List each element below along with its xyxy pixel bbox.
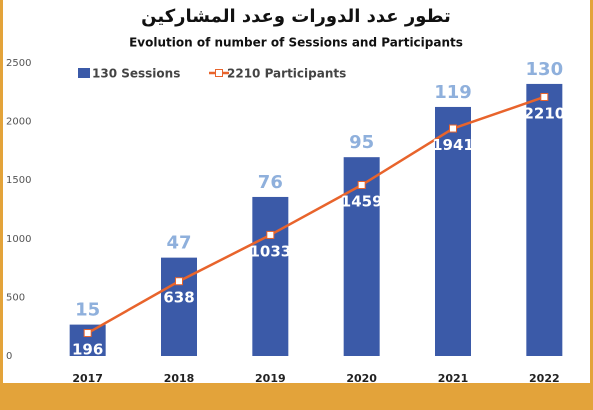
x-tick-label: 2022	[529, 372, 560, 385]
line-value-label: 2210	[523, 104, 565, 122]
left-border	[0, 0, 3, 383]
y-tick-label: 2500	[6, 58, 31, 69]
y-tick-label: 1500	[6, 175, 31, 186]
line-marker	[175, 277, 183, 286]
line-value-label: 1459	[341, 193, 383, 211]
bar-value-label: 119	[434, 82, 472, 103]
bar	[435, 106, 471, 356]
y-tick-label: 2000	[6, 117, 31, 128]
bar	[161, 257, 197, 356]
bar	[252, 196, 289, 356]
line-marker	[540, 92, 549, 101]
line-value-label: 638	[163, 289, 194, 307]
legend-swatch	[78, 68, 90, 78]
right-border	[590, 0, 593, 383]
line-value-label: 1941	[432, 136, 474, 154]
line	[87, 95, 545, 335]
line-marker	[83, 329, 92, 338]
line-marker	[449, 124, 457, 133]
bottom-band	[0, 383, 593, 410]
chart-subtitle: Evolution of number of Sessions and Part…	[129, 36, 463, 50]
x-tick-label: 2021	[438, 372, 469, 385]
bar-value-label: 15	[75, 300, 100, 321]
line-marker	[266, 230, 275, 239]
bar-value-label: 76	[258, 172, 283, 193]
x-tick-label: 2017	[72, 372, 103, 385]
x-tick-label: 2020	[346, 372, 377, 385]
legend-label: 130 Sessions	[92, 67, 180, 81]
legend-label: 2210 Participants	[227, 67, 346, 81]
bar-value-label: 47	[166, 233, 191, 254]
chart-title: تطور عدد الدورات وعدد المشاركين	[141, 6, 451, 27]
bar-value-label: 95	[349, 132, 374, 153]
y-tick-label: 0	[6, 351, 12, 362]
x-tick-label: 2018	[164, 372, 195, 385]
bar-value-label: 130	[526, 59, 564, 80]
line-marker	[357, 181, 366, 190]
y-tick-label: 500	[6, 292, 25, 303]
line-value-label: 1033	[249, 242, 291, 260]
x-tick-label: 2019	[255, 372, 286, 385]
y-tick-label: 1000	[6, 234, 31, 245]
legend-swatch-marker	[215, 69, 223, 77]
line-value-label: 196	[72, 341, 103, 359]
bar	[526, 83, 563, 356]
